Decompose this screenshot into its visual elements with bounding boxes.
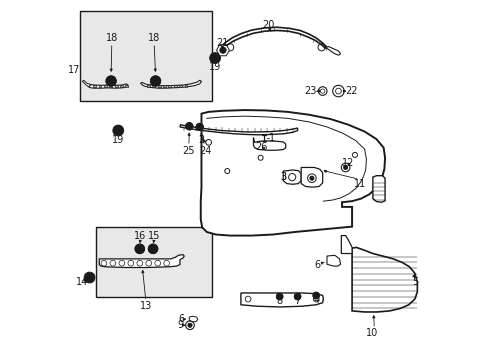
Text: 19: 19: [112, 135, 124, 145]
Polygon shape: [326, 255, 340, 266]
Circle shape: [135, 244, 144, 253]
Text: 18: 18: [148, 33, 160, 43]
Circle shape: [212, 56, 217, 60]
Circle shape: [84, 272, 95, 283]
Circle shape: [151, 247, 154, 250]
Polygon shape: [253, 138, 285, 150]
Text: 2: 2: [198, 135, 204, 145]
Polygon shape: [180, 125, 297, 135]
Circle shape: [148, 244, 158, 253]
Circle shape: [209, 53, 220, 63]
Circle shape: [150, 246, 155, 251]
Polygon shape: [147, 85, 149, 87]
Polygon shape: [325, 46, 340, 55]
Polygon shape: [189, 316, 198, 322]
Polygon shape: [109, 85, 112, 87]
Circle shape: [187, 323, 192, 327]
Polygon shape: [351, 247, 416, 312]
Text: 26: 26: [255, 142, 267, 152]
Text: 12: 12: [342, 158, 354, 168]
Polygon shape: [283, 170, 301, 184]
Text: 20: 20: [262, 20, 275, 30]
Circle shape: [187, 125, 191, 128]
Polygon shape: [158, 85, 160, 87]
Text: 21: 21: [216, 38, 228, 48]
Circle shape: [87, 275, 92, 280]
Polygon shape: [341, 235, 351, 253]
Text: 3: 3: [280, 172, 286, 182]
Polygon shape: [82, 80, 91, 87]
Polygon shape: [115, 85, 117, 87]
Text: 13: 13: [140, 301, 152, 311]
Text: 4: 4: [312, 295, 319, 305]
Polygon shape: [104, 85, 106, 87]
Polygon shape: [99, 255, 184, 267]
Text: 11: 11: [353, 179, 366, 189]
Circle shape: [154, 80, 157, 82]
Text: 18: 18: [105, 33, 118, 43]
Text: 9: 9: [177, 320, 183, 330]
Circle shape: [343, 165, 347, 170]
Circle shape: [312, 292, 319, 299]
Circle shape: [198, 125, 201, 129]
Polygon shape: [372, 176, 384, 202]
Circle shape: [138, 247, 141, 250]
Polygon shape: [184, 85, 187, 87]
Polygon shape: [174, 85, 176, 87]
Polygon shape: [163, 85, 165, 87]
Polygon shape: [125, 85, 128, 87]
Circle shape: [309, 176, 313, 180]
Text: 15: 15: [148, 231, 160, 240]
Circle shape: [106, 76, 116, 86]
FancyBboxPatch shape: [80, 12, 212, 101]
Text: 14: 14: [76, 277, 88, 287]
Polygon shape: [220, 27, 325, 49]
Polygon shape: [99, 85, 101, 87]
Circle shape: [314, 294, 317, 297]
Circle shape: [109, 80, 112, 82]
Text: 25: 25: [183, 145, 195, 156]
Polygon shape: [179, 85, 182, 87]
Text: 5: 5: [411, 277, 417, 287]
Circle shape: [219, 47, 226, 53]
Circle shape: [116, 129, 120, 133]
Text: 6: 6: [314, 260, 320, 270]
Text: 17: 17: [68, 64, 80, 75]
Circle shape: [196, 123, 203, 131]
Circle shape: [277, 295, 281, 298]
Polygon shape: [152, 85, 155, 87]
Text: 3: 3: [280, 172, 286, 182]
Circle shape: [150, 76, 160, 86]
Polygon shape: [88, 84, 128, 88]
Circle shape: [153, 78, 158, 84]
Polygon shape: [201, 110, 384, 235]
Text: 16: 16: [134, 231, 146, 240]
Text: 6: 6: [178, 314, 184, 324]
FancyBboxPatch shape: [96, 226, 212, 297]
Polygon shape: [168, 85, 171, 87]
Polygon shape: [216, 45, 229, 56]
Text: 24: 24: [199, 145, 211, 156]
Text: 23: 23: [303, 86, 316, 96]
Text: 8: 8: [276, 296, 282, 306]
Circle shape: [185, 123, 192, 130]
Circle shape: [113, 125, 123, 136]
Circle shape: [295, 295, 299, 298]
Polygon shape: [301, 167, 322, 187]
Polygon shape: [140, 80, 201, 88]
Polygon shape: [93, 85, 96, 87]
Circle shape: [108, 78, 113, 84]
Circle shape: [276, 293, 282, 300]
Text: 10: 10: [365, 328, 377, 338]
Text: 7: 7: [294, 296, 300, 306]
Polygon shape: [120, 85, 122, 87]
Text: 19: 19: [208, 62, 221, 72]
Polygon shape: [241, 293, 323, 307]
Text: 1: 1: [268, 133, 274, 143]
Text: 22: 22: [345, 86, 357, 96]
Circle shape: [137, 246, 142, 251]
Circle shape: [294, 293, 300, 300]
